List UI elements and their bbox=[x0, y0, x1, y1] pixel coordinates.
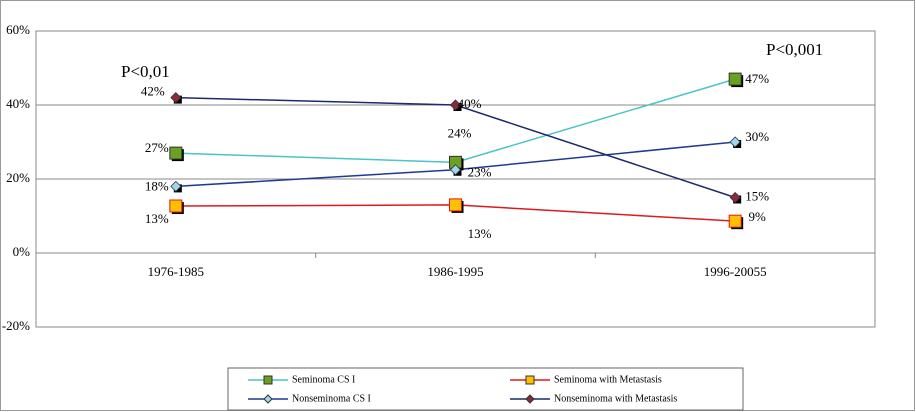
x-tick-label: 1996-20055 bbox=[704, 264, 767, 279]
value-label: 15% bbox=[745, 188, 769, 203]
legend-label: Nonseminoma CS I bbox=[292, 393, 371, 404]
marker bbox=[449, 99, 462, 111]
legend-symbol bbox=[263, 394, 273, 404]
legend-symbol bbox=[263, 375, 273, 385]
y-tick-label: 60% bbox=[6, 22, 30, 37]
value-label: 42% bbox=[141, 84, 165, 99]
marker bbox=[728, 214, 742, 228]
value-label: 30% bbox=[745, 129, 769, 144]
marker bbox=[169, 146, 183, 160]
annotation: P<0,001 bbox=[766, 40, 823, 59]
marker bbox=[729, 191, 741, 204]
value-label: 18% bbox=[145, 178, 169, 193]
legend-marker bbox=[525, 375, 535, 385]
marker bbox=[729, 136, 741, 148]
x-tick-label: 1976-1985 bbox=[148, 264, 204, 279]
y-tick-label: 40% bbox=[6, 96, 30, 111]
annotation: P<0,01 bbox=[121, 62, 170, 81]
legend-marker bbox=[525, 394, 535, 404]
legend-symbol bbox=[525, 375, 535, 385]
legend-symbol bbox=[525, 394, 535, 404]
x-tick-label: 1986-1995 bbox=[427, 264, 483, 279]
marker bbox=[170, 92, 182, 104]
value-label: 24% bbox=[448, 125, 472, 140]
y-tick-label: 20% bbox=[6, 170, 30, 185]
legend-label: Seminoma with Metastasis bbox=[554, 374, 662, 385]
value-label: 13% bbox=[145, 211, 169, 226]
value-label: 23% bbox=[468, 165, 492, 180]
y-tick-label: -20% bbox=[2, 318, 30, 333]
marker bbox=[169, 199, 183, 213]
value-label: 40% bbox=[458, 96, 482, 111]
value-label: 9% bbox=[748, 209, 766, 224]
legend-label: Seminoma CS I bbox=[292, 374, 355, 385]
value-label: 47% bbox=[745, 71, 769, 86]
value-label: 27% bbox=[145, 140, 169, 155]
legend-marker bbox=[263, 375, 273, 385]
marker bbox=[449, 198, 462, 212]
legend-label: Nonseminoma with Metastasis bbox=[554, 393, 677, 404]
marker bbox=[170, 180, 182, 192]
legend-marker bbox=[263, 394, 273, 404]
value-label: 13% bbox=[468, 226, 492, 241]
marker bbox=[449, 164, 462, 176]
y-tick-label: 0% bbox=[13, 244, 31, 259]
legend-box bbox=[227, 367, 744, 411]
marker bbox=[728, 72, 742, 86]
